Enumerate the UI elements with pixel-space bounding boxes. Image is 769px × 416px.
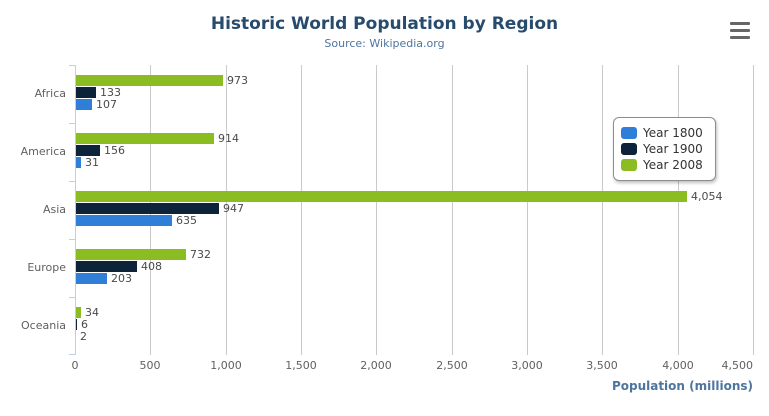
category-axis-tick [69, 181, 75, 182]
category-axis-tick [69, 297, 75, 298]
bar-africa-year-2008[interactable] [76, 75, 223, 86]
category-axis-line [75, 65, 76, 355]
bar-oceania-year-1900[interactable] [76, 319, 77, 330]
data-label: 31 [85, 156, 99, 169]
plot-area: 973 133 107 914 156 31 4,054 947 635 732 408 203 34 6… [69, 65, 754, 355]
data-label: 107 [96, 98, 117, 111]
gridline [452, 65, 453, 355]
bar-africa-year-1800[interactable] [76, 99, 92, 110]
category-axis-tick [69, 123, 75, 124]
category-axis-tick [69, 354, 75, 355]
category-axis-tick [69, 239, 75, 240]
bar-europe-year-2008[interactable] [76, 249, 186, 260]
bar-asia-year-1900[interactable] [76, 203, 219, 214]
bar-europe-year-1800[interactable] [76, 273, 107, 284]
legend-swatch-icon [621, 127, 637, 139]
data-label: 34 [85, 306, 99, 319]
gridline [678, 65, 679, 355]
legend-label: Year 1800 [643, 126, 703, 140]
data-label: 203 [111, 272, 132, 285]
data-label: 6 [81, 318, 88, 331]
gridline [226, 65, 227, 355]
legend-label: Year 1900 [643, 142, 703, 156]
category-label-europe: Europe [27, 261, 66, 274]
x-axis-label: 1,000 [210, 359, 242, 372]
bar-asia-year-1800[interactable] [76, 215, 172, 226]
gridline [301, 65, 302, 355]
data-label: 156 [104, 144, 125, 157]
data-label: 408 [141, 260, 162, 273]
legend-label: Year 2008 [643, 158, 703, 172]
hamburger-icon [729, 22, 751, 39]
x-axis-label: 2,500 [436, 359, 468, 372]
bar-asia-year-2008[interactable] [76, 191, 687, 202]
gridline [376, 65, 377, 355]
bar-america-year-2008[interactable] [76, 133, 214, 144]
x-axis-title: Population (millions) [611, 379, 753, 393]
legend-item-year-1900[interactable]: Year 1900 [621, 141, 703, 157]
gridline [527, 65, 528, 355]
data-label: 4,054 [691, 190, 723, 203]
x-axis-label: 500 [139, 359, 161, 372]
chart-subtitle: Source: Wikipedia.org [324, 37, 445, 50]
bar-europe-year-1900[interactable] [76, 261, 137, 272]
bar-oceania-year-2008[interactable] [76, 307, 81, 318]
x-axis-label: 3,000 [511, 359, 543, 372]
category-axis-tick [69, 65, 75, 66]
data-label: 2 [80, 330, 87, 343]
category-label-america: America [20, 145, 66, 158]
data-label: 914 [218, 132, 239, 145]
legend-swatch-icon [621, 143, 637, 155]
legend: Year 1800 Year 1900 Year 2008 [613, 117, 716, 181]
legend-item-year-2008[interactable]: Year 2008 [621, 157, 703, 173]
chart-title: Historic World Population by Region [210, 14, 559, 34]
category-label-africa: Africa [34, 87, 66, 100]
x-axis-label: 3,500 [586, 359, 618, 372]
export-menu-button[interactable] [727, 19, 753, 42]
x-axis-label: 0 [71, 359, 79, 372]
category-label-asia: Asia [42, 203, 66, 216]
gridline [753, 65, 754, 355]
data-label: 133 [100, 86, 121, 99]
bar-america-year-1800[interactable] [76, 157, 81, 168]
data-label: 947 [223, 202, 244, 215]
legend-item-year-1800[interactable]: Year 1800 [621, 125, 703, 141]
category-label-oceania: Oceania [21, 319, 66, 332]
bar-africa-year-1900[interactable] [76, 87, 96, 98]
x-axis-label: 2,000 [360, 359, 392, 372]
data-label: 732 [190, 248, 211, 261]
data-label: 973 [227, 74, 248, 87]
legend-swatch-icon [621, 159, 637, 171]
x-axis-label: 4,500 [721, 359, 754, 372]
x-axis-label: 4,000 [662, 359, 694, 372]
gridline [602, 65, 603, 355]
x-axis-label: 1,500 [285, 359, 317, 372]
bar-america-year-1900[interactable] [76, 145, 100, 156]
data-label: 635 [176, 214, 197, 227]
